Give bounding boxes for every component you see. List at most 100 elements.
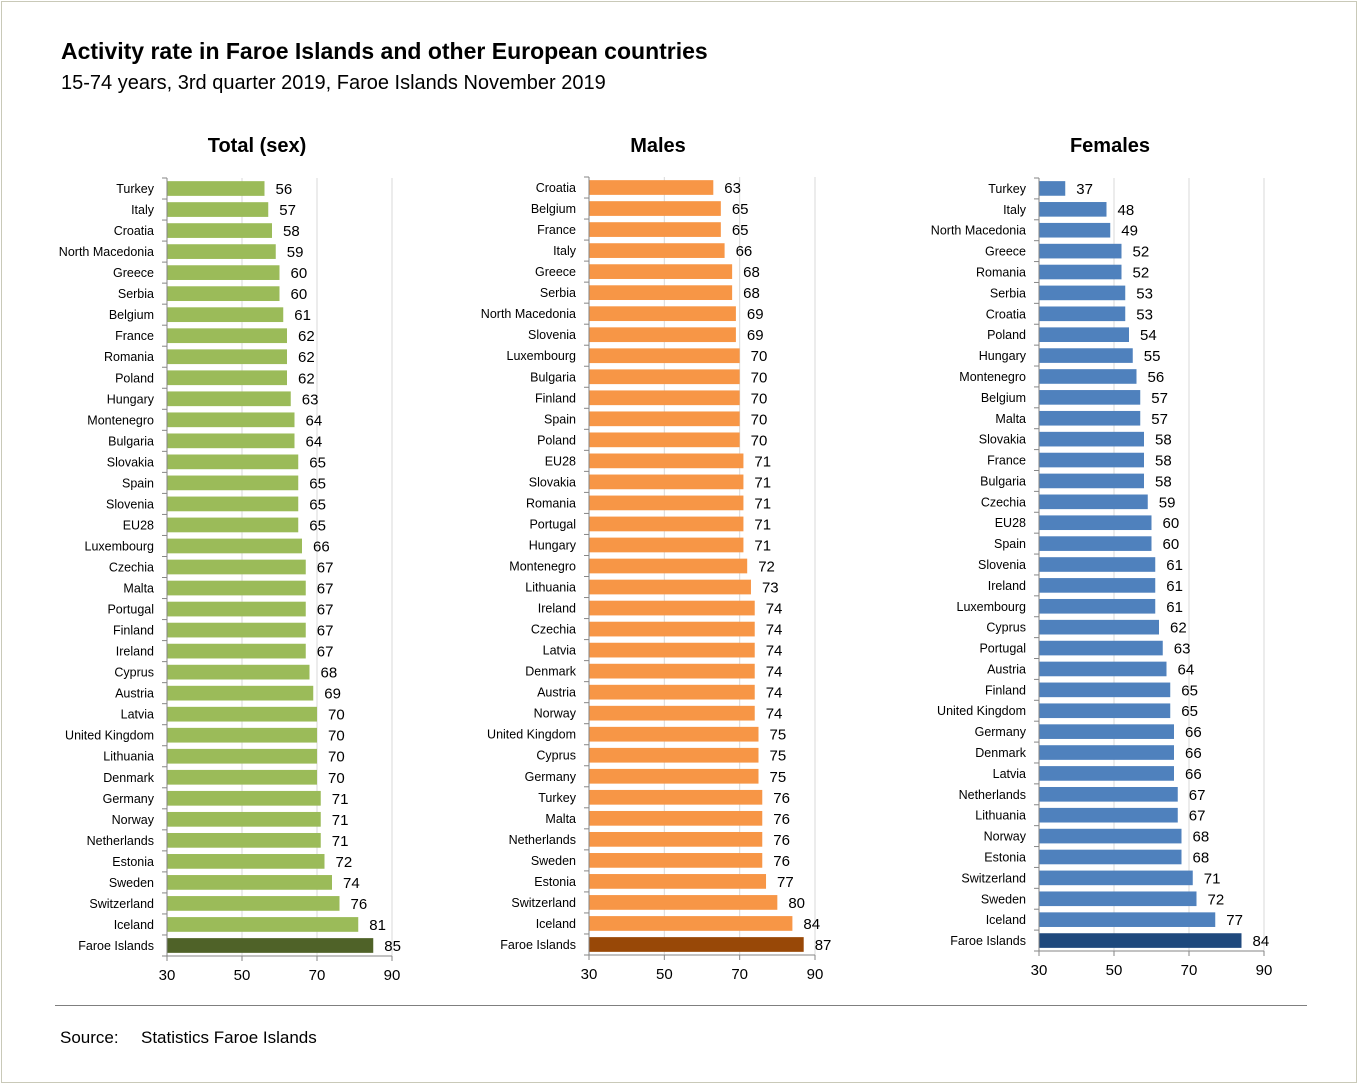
total-value-label: 70	[328, 728, 345, 745]
females-category-label: Hungary	[979, 349, 1027, 363]
females-value-label: 67	[1189, 787, 1206, 804]
females-category-label: Spain	[994, 537, 1026, 551]
females-bar	[1039, 745, 1174, 760]
total-category-label: France	[115, 329, 154, 343]
source-note: Source: Statistics Faroe Islands	[60, 1028, 317, 1048]
males-value-label: 75	[770, 748, 787, 765]
males-bar	[589, 600, 755, 616]
total-bar	[167, 896, 340, 911]
total-category-label: Montenegro	[87, 413, 154, 427]
females-bar	[1039, 807, 1178, 823]
total-bar	[167, 685, 314, 701]
chart-title: Activity rate in Faroe Islands and other…	[61, 38, 708, 64]
total-bar	[167, 181, 265, 196]
females-value-label: 72	[1208, 891, 1225, 908]
females-bar	[1039, 515, 1152, 531]
females-value-label: 63	[1174, 641, 1191, 658]
total-value-label: 81	[369, 917, 386, 934]
total-bar	[167, 917, 359, 932]
total-bar	[167, 454, 299, 470]
females-category-label: Iceland	[986, 913, 1026, 927]
footer-divider	[55, 1005, 1307, 1006]
females-category-label: Latvia	[993, 767, 1026, 781]
females-tick-label: 50	[1106, 962, 1123, 979]
females-bar	[1039, 766, 1174, 781]
males-bar	[589, 474, 744, 490]
males-category-label: Portugal	[529, 517, 576, 531]
females-value-label: 65	[1181, 682, 1198, 699]
males-value-label: 75	[770, 769, 787, 786]
females-value-label: 71	[1204, 870, 1221, 887]
chart-subtitle: 15-74 years, 3rd quarter 2019, Faroe Isl…	[61, 72, 606, 94]
females-bar	[1039, 598, 1156, 614]
males-category-label: Faroe Islands	[500, 938, 576, 952]
total-category-label: Spain	[122, 476, 154, 490]
males-category-label: Sweden	[531, 854, 576, 868]
total-value-label: 72	[336, 854, 353, 871]
males-bar	[589, 726, 759, 742]
females-category-label: Greece	[985, 245, 1026, 259]
total-value-label: 62	[298, 349, 315, 366]
males-bar	[589, 558, 748, 574]
males-bar	[589, 180, 714, 195]
males-tick-label: 50	[656, 966, 673, 983]
total-bar	[167, 748, 317, 764]
total-value-label: 62	[298, 370, 315, 387]
females-value-label: 62	[1170, 620, 1187, 637]
total-bar	[167, 265, 280, 280]
total-category-label: Netherlands	[87, 834, 154, 848]
males-category-label: Malta	[545, 812, 576, 826]
total-bar	[167, 517, 299, 533]
males-category-label: Hungary	[529, 538, 577, 552]
total-value-label: 74	[343, 875, 360, 892]
females-value-label: 64	[1178, 661, 1195, 678]
total-bar	[167, 727, 317, 743]
males-bar	[589, 810, 763, 826]
males-value-label: 71	[754, 516, 771, 533]
males-value-label: 70	[751, 432, 768, 449]
total-value-label: 57	[279, 202, 296, 219]
panel-males: Males Croatia 63 Belgium 65 France 65 Italy 66 G…	[2, 127, 882, 997]
total-category-label: Malta	[123, 582, 154, 596]
total-category-label: Sweden	[109, 876, 154, 890]
males-category-label: Greece	[535, 265, 576, 279]
females-bar	[1039, 390, 1141, 405]
total-category-label: Faroe Islands	[78, 939, 154, 953]
males-bar	[589, 937, 804, 952]
males-bar	[589, 537, 744, 553]
females-bar	[1039, 369, 1137, 384]
females-value-label: 60	[1163, 515, 1180, 532]
females-category-label: France	[987, 454, 1026, 468]
males-category-label: Netherlands	[509, 833, 576, 847]
males-value-label: 87	[815, 937, 832, 954]
females-bar	[1039, 870, 1193, 886]
males-value-label: 70	[751, 411, 768, 428]
males-value-label: 65	[732, 222, 749, 239]
females-bar	[1039, 724, 1174, 739]
total-bar	[167, 664, 310, 680]
females-bar	[1039, 181, 1066, 196]
females-category-label: Slovakia	[979, 433, 1026, 447]
males-bar	[589, 390, 740, 406]
males-tick-label: 30	[581, 966, 598, 983]
total-category-label: Finland	[113, 624, 154, 638]
males-category-label: Germany	[525, 770, 577, 784]
males-category-label: Estonia	[534, 875, 576, 889]
bar-chart-total: Turkey 56 Italy 57 Croatia 58 North Macedonia 5…	[59, 177, 401, 984]
total-category-label: Germany	[103, 792, 155, 806]
males-bar	[589, 348, 740, 364]
total-category-label: Belgium	[109, 308, 154, 322]
males-bar	[589, 663, 755, 679]
males-value-label: 75	[770, 727, 787, 744]
females-bar	[1039, 327, 1129, 343]
males-bar	[589, 453, 744, 469]
males-value-label: 72	[758, 559, 775, 576]
males-value-label: 69	[747, 306, 764, 323]
total-bar	[167, 370, 287, 386]
total-tick-label: 70	[309, 967, 326, 984]
total-tick-label: 30	[159, 967, 176, 984]
total-value-label: 65	[309, 454, 326, 471]
total-category-label: Romania	[104, 350, 154, 364]
males-tick-label: 70	[731, 966, 748, 983]
